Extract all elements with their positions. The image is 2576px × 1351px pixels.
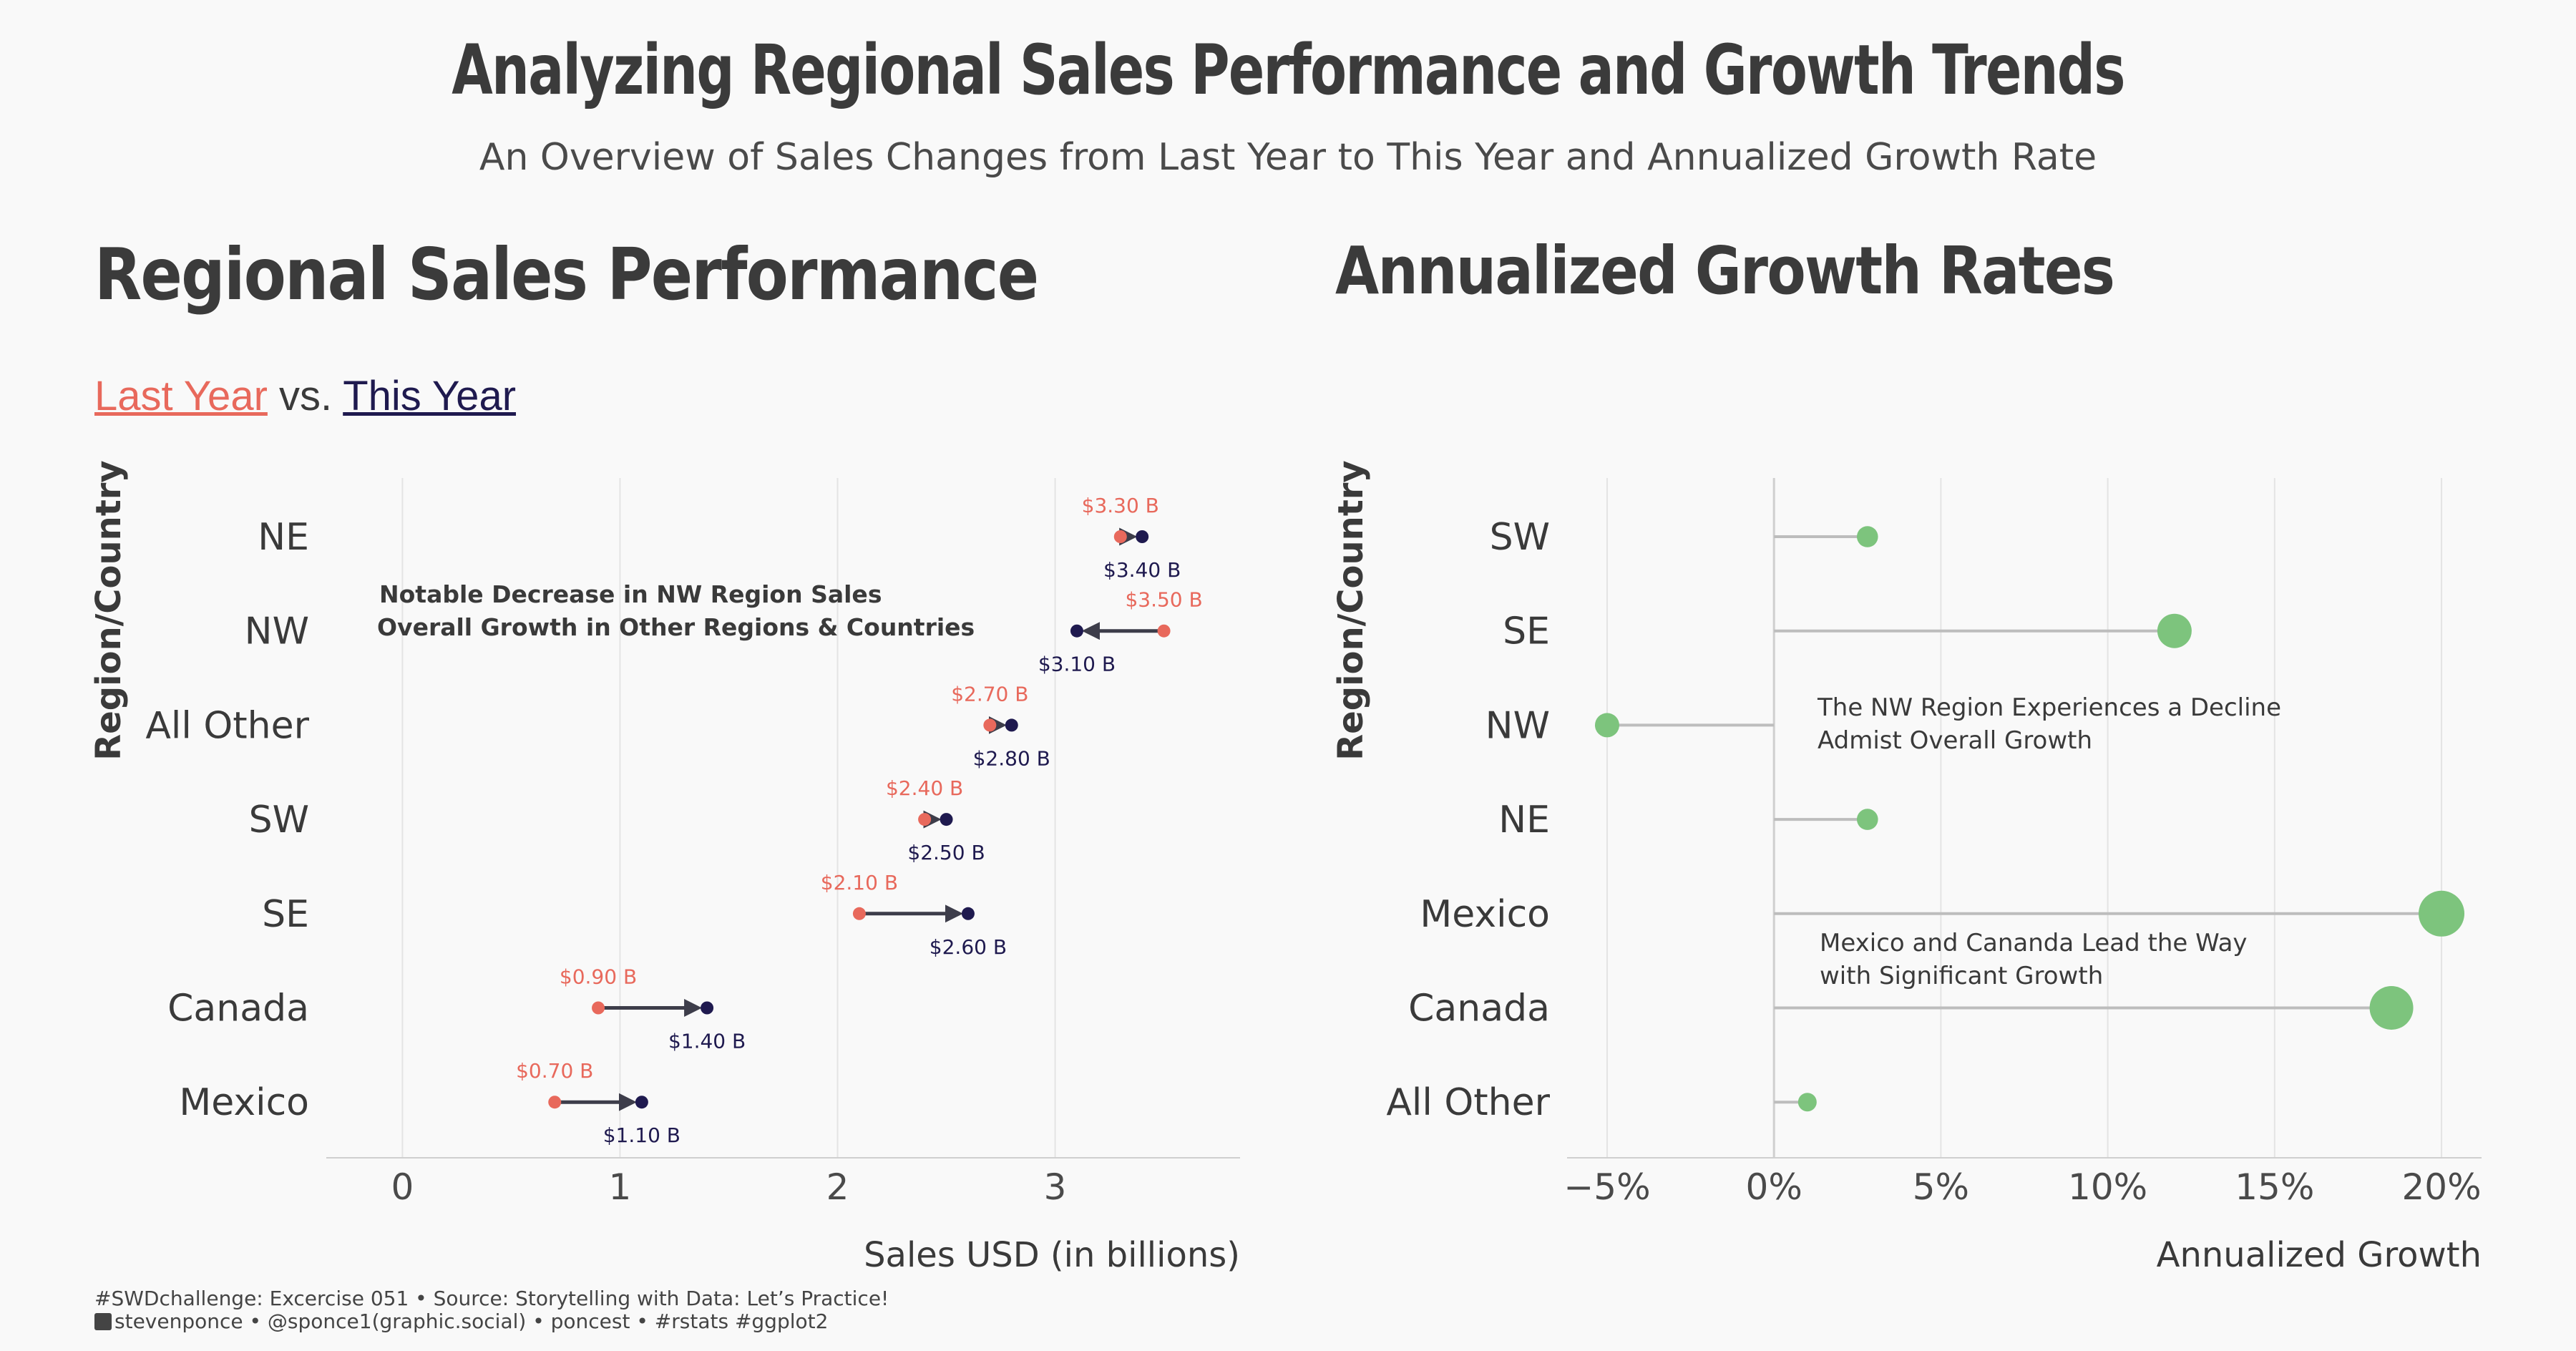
- growth-point: [1856, 526, 1878, 547]
- y-tick-label: SW: [1490, 516, 1550, 559]
- x-tick-label: 0%: [1746, 1166, 1802, 1208]
- y-tick-label: Canada: [1408, 987, 1550, 1030]
- x-axis-title: Annualized Growth: [2157, 1235, 2482, 1275]
- right-annotation2-line2: with Significant Growth: [1820, 962, 2103, 990]
- x-tick-label: 15%: [2235, 1166, 2314, 1208]
- growth-point: [1856, 809, 1878, 830]
- this-year-label: $1.40 B: [668, 1030, 746, 1053]
- last-year-label: $3.50 B: [1125, 588, 1202, 612]
- last-year-label: $2.10 B: [821, 871, 898, 894]
- y-tick-label: All Other: [1386, 1081, 1550, 1124]
- y-tick-label: SE: [1503, 610, 1550, 653]
- y-tick-label: Mexico: [179, 1081, 309, 1124]
- left-annotation-line2: Overall Growth in Other Regions & Countr…: [377, 613, 975, 641]
- x-tick-label: 1: [609, 1166, 632, 1208]
- legend-this-year: This Year: [343, 373, 517, 419]
- x-axis-title: Sales USD (in billions): [864, 1235, 1240, 1275]
- y-tick-label: NE: [258, 516, 309, 559]
- last-year-point: [983, 718, 997, 732]
- growth-point: [2369, 986, 2414, 1030]
- legend-vs: vs.: [267, 373, 343, 419]
- right-panel-title: Annualized Growth Rates: [1335, 233, 2115, 309]
- caption-line1: #SWDchallenge: Excercise 051 • Source: S…: [94, 1287, 889, 1310]
- x-tick-label: 0: [391, 1166, 414, 1208]
- last-year-point: [592, 1001, 605, 1015]
- x-tick-label: 5%: [1913, 1166, 1969, 1208]
- left-panel-title: Regional Sales Performance: [94, 233, 1039, 316]
- last-year-label: $0.70 B: [516, 1059, 593, 1083]
- growth-point: [2419, 890, 2465, 937]
- linkedin-icon: [94, 1313, 112, 1330]
- sales-dumbbell-chart: 0 1 2 3 Sales USD (in billions) Region/Countr…: [89, 460, 1240, 1275]
- y-tick-label: Canada: [167, 987, 309, 1030]
- last-year-label: $2.40 B: [886, 776, 963, 800]
- y-tick-label: All Other: [145, 704, 309, 747]
- caption-credits: stevenponce • @sponce1(graphic.social) •…: [114, 1309, 829, 1333]
- caption-line2: stevenponce • @sponce1(graphic.social) •…: [94, 1309, 828, 1333]
- this-year-point: [1136, 530, 1149, 543]
- legend-subtitle: Last Year vs. This Year: [94, 372, 516, 420]
- this-year-point: [1005, 718, 1018, 732]
- x-tick-label: −5%: [1563, 1166, 1650, 1208]
- y-tick-label: NW: [245, 610, 309, 653]
- right-annotation1-line2: Admist Overall Growth: [1818, 726, 2092, 755]
- this-year-label: $3.10 B: [1038, 653, 1116, 676]
- this-year-point: [961, 907, 975, 920]
- last-year-point: [1157, 624, 1171, 638]
- this-year-point: [1070, 624, 1083, 638]
- growth-point: [2157, 613, 2192, 648]
- y-tick-label: NW: [1485, 704, 1550, 747]
- last-year-point: [852, 907, 866, 920]
- last-year-label: $2.70 B: [951, 682, 1028, 706]
- growth-point: [1797, 1093, 1817, 1112]
- x-tick-label: 20%: [2401, 1166, 2481, 1208]
- this-year-label: $3.40 B: [1103, 558, 1181, 582]
- right-annotation2-line1: Mexico and Cananda Lead the Way: [1820, 929, 2248, 957]
- y-tick-label: NE: [1498, 799, 1550, 842]
- left-annotation-line1: Notable Decrease in NW Region Sales: [379, 580, 882, 608]
- this-year-label: $1.10 B: [603, 1123, 680, 1147]
- last-year-label: $0.90 B: [560, 965, 637, 989]
- last-year-label: $3.30 B: [1082, 494, 1159, 517]
- legend-last-year: Last Year: [94, 373, 268, 419]
- this-year-point: [635, 1096, 648, 1109]
- growth-point: [1594, 713, 1619, 738]
- growth-lollipop-chart: −5% 0% 5% 10% 15% 20% Annualized Growth Region/…: [1331, 460, 2482, 1275]
- x-tick-label: 10%: [2068, 1166, 2147, 1208]
- y-tick-label: Mexico: [1420, 893, 1550, 936]
- y-axis-title: Region/Country: [1331, 460, 1371, 760]
- this-year-label: $2.80 B: [973, 746, 1050, 770]
- y-tick-label: SW: [249, 799, 309, 842]
- last-year-point: [918, 813, 932, 826]
- this-year-point: [940, 813, 953, 826]
- right-annotation1-line1: The NW Region Experiences a Decline: [1817, 693, 2281, 722]
- this-year-point: [701, 1001, 714, 1015]
- main-title: Analyzing Regional Sales Performance and…: [452, 30, 2125, 110]
- this-year-label: $2.50 B: [907, 841, 985, 864]
- x-tick-label: 2: [826, 1166, 849, 1208]
- y-tick-label: SE: [262, 893, 309, 936]
- this-year-label: $2.60 B: [930, 935, 1007, 959]
- last-year-point: [548, 1096, 562, 1109]
- x-tick-label: 3: [1044, 1166, 1067, 1208]
- last-year-point: [1113, 530, 1127, 543]
- subtitle: An Overview of Sales Changes from Last Y…: [479, 136, 2097, 179]
- y-axis-title: Region/Country: [89, 460, 129, 760]
